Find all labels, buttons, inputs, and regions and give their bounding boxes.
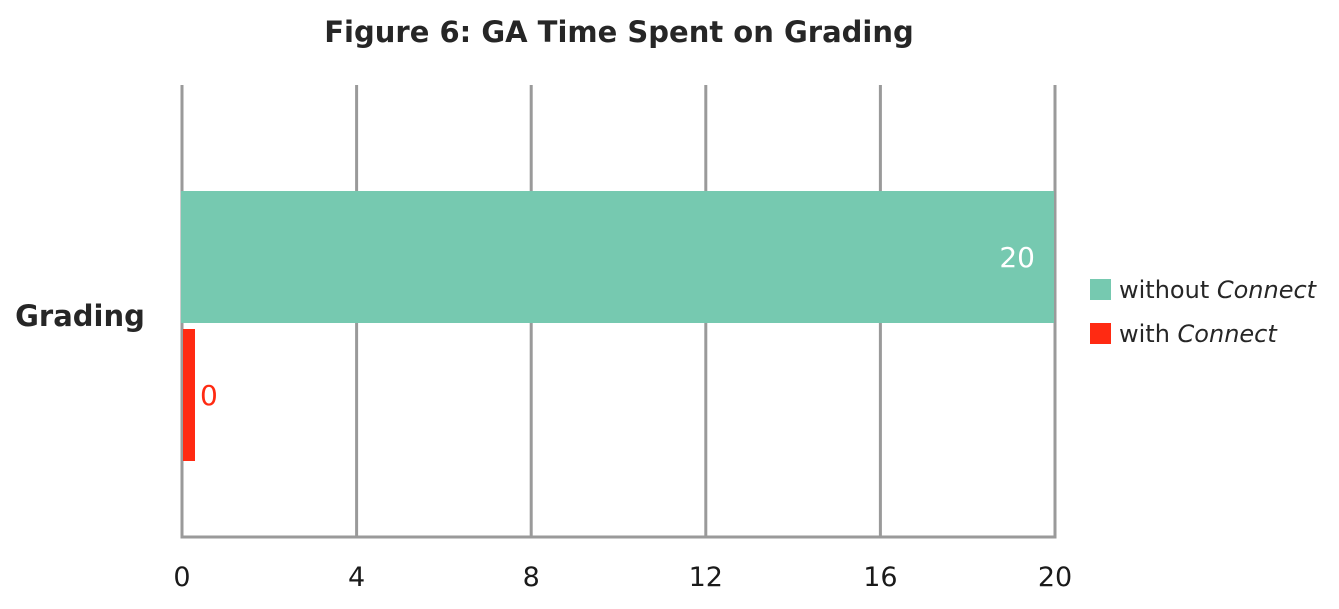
x-tick-label-0: 0 <box>173 562 190 593</box>
legend-swatch-with <box>1090 323 1111 344</box>
x-tick-label-16: 16 <box>863 562 897 593</box>
legend-swatch-without <box>1090 279 1111 300</box>
x-axis: 0 4 8 12 16 20 <box>173 535 1072 593</box>
data-label-without-connect: 20 <box>999 241 1035 274</box>
x-tick-label-20: 20 <box>1038 562 1072 593</box>
chart-title: Figure 6: GA Time Spent on Grading <box>324 15 914 49</box>
legend: without Connect with Connect <box>1090 276 1318 348</box>
y-axis: Grading <box>15 299 145 333</box>
bar-with-connect <box>183 329 195 461</box>
legend-label-without: without Connect <box>1119 276 1318 304</box>
category-label: Grading <box>15 299 145 333</box>
legend-label-with: with Connect <box>1119 320 1278 348</box>
x-tick-label-8: 8 <box>523 562 540 593</box>
x-tick-label-4: 4 <box>348 562 365 593</box>
bar-without-connect <box>181 191 1054 323</box>
x-tick-label-12: 12 <box>689 562 723 593</box>
bars: 20 0 <box>181 191 1054 461</box>
data-label-with-connect: 0 <box>200 379 218 412</box>
